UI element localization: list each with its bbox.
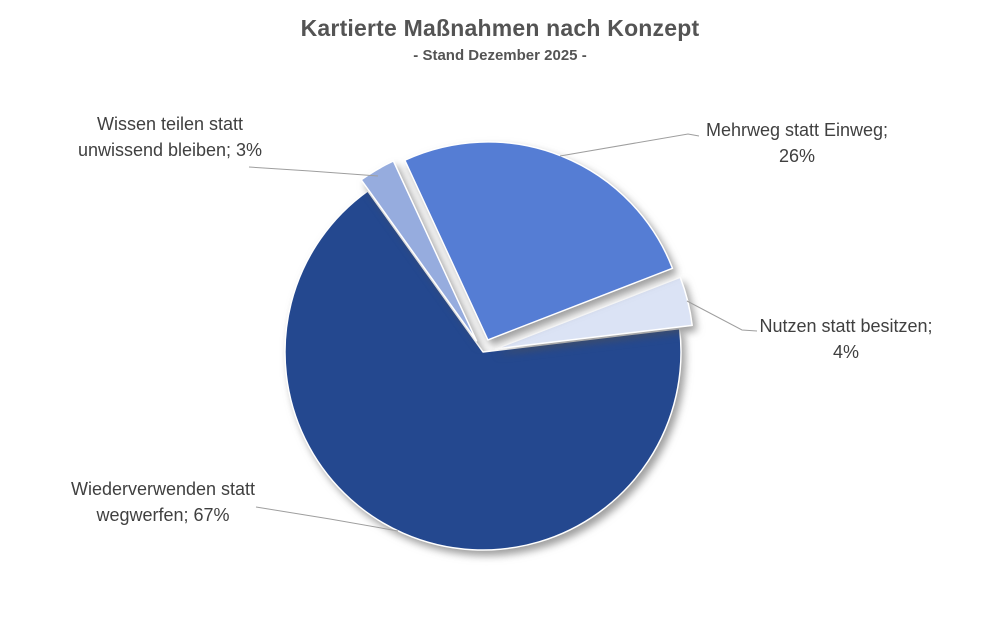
data-label-mehrweg-statt-einweg: Mehrweg statt Einweg; 26% [706,120,888,166]
leader-line-mehrweg-statt-einweg [559,133,700,157]
data-label-line: Mehrweg statt Einweg; [706,120,888,140]
data-label-line: Nutzen statt besitzen; [759,316,932,336]
data-label-line: wegwerfen; 67% [95,505,229,525]
leader-line-wissen-teilen-statt-unwissend-bleiben [248,166,379,177]
pie-slice-wiederverwenden-statt-wegwerfen [284,190,682,551]
data-label-line: 26% [779,146,815,166]
chart-title: Kartierte Maßnahmen nach Konzept [300,15,700,41]
data-label-line: Wissen teilen statt [97,114,243,134]
leader-line-wiederverwenden-statt-wegwerfen [255,506,399,532]
chart-subtitle: - Stand Dezember 2025 - [413,47,587,64]
data-label-nutzen-statt-besitzen: Nutzen statt besitzen; 4% [759,316,932,362]
data-label-wiederverwenden-statt-wegwerfen: Wiederverwenden statt wegwerfen; 67% [71,479,255,525]
data-label-line: Wiederverwenden statt [71,479,255,499]
leader-line-nutzen-statt-besitzen [686,300,758,332]
pie-slice-wissen-teilen-statt-unwissend-bleiben [360,160,478,342]
data-label-wissen-teilen-statt-unwissend-bleiben: Wissen teilen statt unwissend bleiben; 3% [78,114,262,160]
data-label-line: unwissend bleiben; 3% [78,140,262,160]
pie-slice-mehrweg-statt-einweg [404,141,674,341]
data-label-line: 4% [833,342,859,362]
